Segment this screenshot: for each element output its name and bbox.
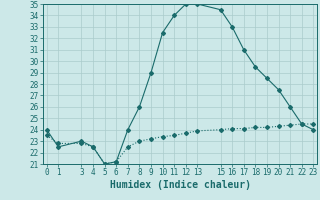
- X-axis label: Humidex (Indice chaleur): Humidex (Indice chaleur): [109, 180, 251, 190]
